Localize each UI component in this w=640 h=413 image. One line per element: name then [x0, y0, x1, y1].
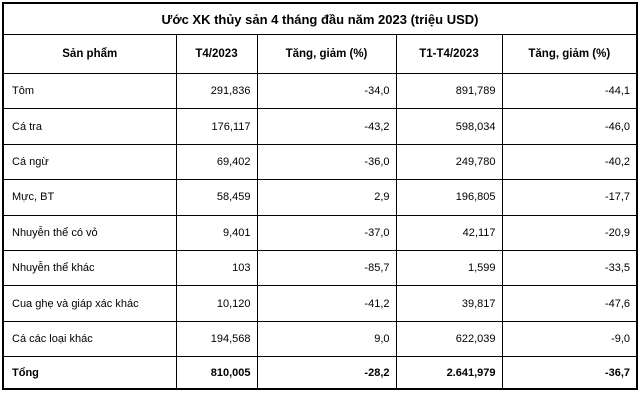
t4-value-cell: 10,120	[175, 285, 258, 322]
table-row: Cá các loại khác 194,568 9,0 622,039 -9,…	[2, 320, 638, 358]
total-t1t4-value-cell: 2.641,979	[395, 356, 503, 390]
t1t4-value-cell: 42,117	[395, 214, 503, 251]
t1t4-change-cell: -9,0	[501, 320, 638, 358]
total-t4-value-cell: 810,005	[175, 356, 258, 390]
t4-value-cell: 69,402	[175, 143, 258, 181]
t4-change-cell: 9,0	[256, 320, 397, 358]
table-title-row: Ước XK thủy sản 4 tháng đầu năm 2023 (tr…	[2, 2, 638, 35]
product-cell: Cá các loại khác	[2, 320, 177, 358]
table-row: Cua ghẹ và giáp xác khác 10,120 -41,2 39…	[2, 285, 638, 322]
t1t4-change-cell: -46,0	[501, 108, 638, 145]
header-product: Sản phẩm	[2, 34, 177, 74]
t1t4-change-cell: -33,5	[501, 249, 638, 287]
t4-change-cell: -41,2	[256, 285, 397, 322]
table-row: Tôm 291,836 -34,0 891,789 -44,1	[2, 72, 638, 110]
t4-value-cell: 291,836	[175, 72, 258, 110]
t1t4-value-cell: 39,817	[395, 285, 503, 322]
t4-change-cell: 2,9	[256, 179, 397, 216]
table-row: Cá tra 176,117 -43,2 598,034 -46,0	[2, 108, 638, 145]
table-row: Nhuyễn thể khác 103 -85,7 1,599 -33,5	[2, 249, 638, 287]
header-change-t1-t4: Tăng, giảm (%)	[501, 34, 638, 74]
t4-change-cell: -85,7	[256, 249, 397, 287]
t4-value-cell: 176,117	[175, 108, 258, 145]
table-title: Ước XK thủy sản 4 tháng đầu năm 2023 (tr…	[2, 2, 638, 35]
export-stats-table: Ước XK thủy sản 4 tháng đầu năm 2023 (tr…	[2, 2, 639, 391]
product-cell: Nhuyễn thể có vỏ	[2, 214, 177, 251]
t4-value-cell: 9,401	[175, 214, 258, 251]
total-label-cell: Tổng	[2, 356, 177, 390]
product-cell: Nhuyễn thể khác	[2, 249, 177, 287]
product-cell: Cá ngừ	[2, 143, 177, 181]
t4-change-cell: -37,0	[256, 214, 397, 251]
t4-change-cell: -43,2	[256, 108, 397, 145]
table-row: Cá ngừ 69,402 -36,0 249,780 -40,2	[2, 143, 638, 181]
header-t1-t4-2023: T1-T4/2023	[395, 34, 503, 74]
t1t4-change-cell: -20,9	[501, 214, 638, 251]
t1t4-value-cell: 598,034	[395, 108, 503, 145]
t1t4-value-cell: 891,789	[395, 72, 503, 110]
t1t4-value-cell: 1,599	[395, 249, 503, 287]
t1t4-value-cell: 196,805	[395, 179, 503, 216]
t1t4-value-cell: 249,780	[395, 143, 503, 181]
t4-value-cell: 103	[175, 249, 258, 287]
t4-change-cell: -36,0	[256, 143, 397, 181]
t1t4-change-cell: -44,1	[501, 72, 638, 110]
header-change-t4: Tăng, giảm (%)	[256, 34, 397, 74]
product-cell: Cá tra	[2, 108, 177, 145]
product-cell: Cua ghẹ và giáp xác khác	[2, 285, 177, 322]
seafood-export-table: Ước XK thủy sản 4 tháng đầu năm 2023 (tr…	[2, 2, 639, 391]
t1t4-change-cell: -47,6	[501, 285, 638, 322]
product-cell: Mực, BT	[2, 179, 177, 216]
total-t1t4-change-cell: -36,7	[501, 356, 638, 390]
header-t4-2023: T4/2023	[175, 34, 258, 74]
product-cell: Tôm	[2, 72, 177, 110]
t1t4-change-cell: -17,7	[501, 179, 638, 216]
total-t4-change-cell: -28,2	[256, 356, 397, 390]
t1t4-change-cell: -40,2	[501, 143, 638, 181]
table-header-row: Sản phẩm T4/2023 Tăng, giảm (%) T1-T4/20…	[2, 34, 638, 74]
table-total-row: Tổng 810,005 -28,2 2.641,979 -36,7	[2, 356, 638, 390]
t4-value-cell: 194,568	[175, 320, 258, 358]
t4-change-cell: -34,0	[256, 72, 397, 110]
t4-value-cell: 58,459	[175, 179, 258, 216]
table-row: Mực, BT 58,459 2,9 196,805 -17,7	[2, 179, 638, 216]
t1t4-value-cell: 622,039	[395, 320, 503, 358]
table-row: Nhuyễn thể có vỏ 9,401 -37,0 42,117 -20,…	[2, 214, 638, 251]
